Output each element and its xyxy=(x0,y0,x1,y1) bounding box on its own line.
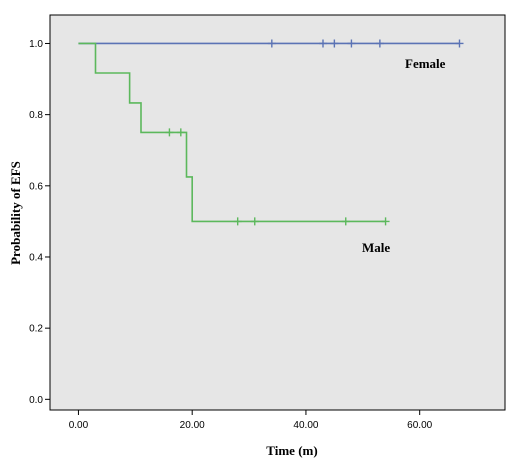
y-tick-label: 1.0 xyxy=(29,39,43,50)
survival-curve-male xyxy=(78,42,386,223)
series-label-male: Male xyxy=(362,240,390,255)
series-label-female: Female xyxy=(405,56,446,71)
censor-mark-female xyxy=(319,39,327,48)
y-tick-label: 0.4 xyxy=(29,252,43,263)
x-tick-label: 20.00 xyxy=(180,420,205,431)
censor-mark-male xyxy=(341,217,350,226)
y-tick-label: 0.0 xyxy=(29,395,43,406)
x-tick-label: 60.00 xyxy=(407,420,432,431)
censor-mark-female xyxy=(375,39,384,48)
y-tick-label: 0.8 xyxy=(29,110,43,121)
censor-mark-female xyxy=(267,39,276,48)
axes: 0.00 20.00 40.00 60.00 0.0 0.2 0.4 0.6 0.8 1.0 xyxy=(29,39,433,431)
plot-background xyxy=(49,14,506,411)
censor-mark-female xyxy=(347,39,356,48)
x-axis-title: Time (m) xyxy=(266,443,317,458)
censor-mark-female xyxy=(330,39,339,48)
censor-mark-male xyxy=(250,217,259,226)
censor-mark-female xyxy=(455,39,464,48)
censor-mark-male xyxy=(176,128,185,137)
y-tick-label: 0.2 xyxy=(29,324,43,335)
censor-mark-male xyxy=(165,128,174,137)
censor-mark-male xyxy=(381,217,390,226)
x-tick-label: 0.00 xyxy=(69,420,89,431)
x-tick-label: 40.00 xyxy=(293,420,318,431)
series-group xyxy=(78,39,464,226)
y-axis-title: Probability of EFS xyxy=(8,161,23,265)
y-tick-label: 0.6 xyxy=(29,181,43,192)
censor-mark-male xyxy=(233,217,242,226)
